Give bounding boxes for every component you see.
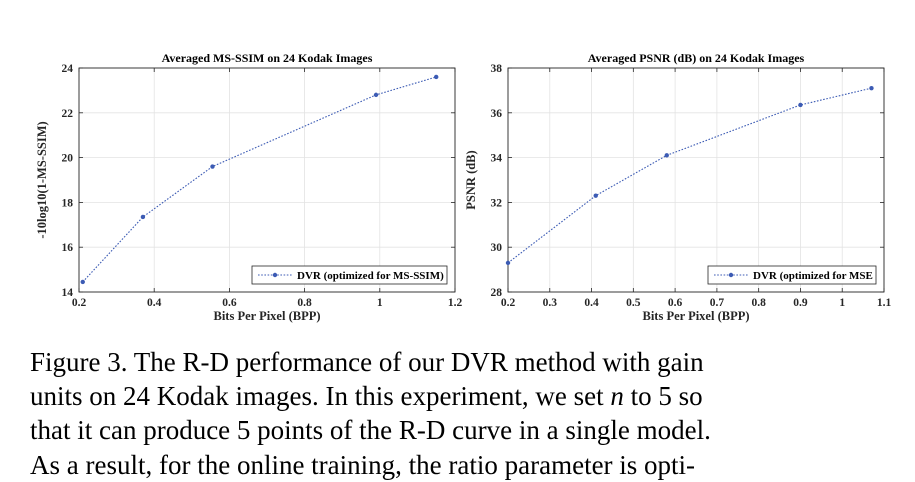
x-tick-label: 1 (377, 297, 383, 309)
y-axis-label: -10log10(1-MS-SSIM) (35, 121, 49, 238)
chart-1: 0.2 0.4 0.6 0.8 1 1.2 14 16 18 20 22 24 Averaged MS-… (35, 51, 462, 323)
y-tick-label: 24 (62, 63, 74, 75)
data-point (140, 214, 146, 220)
x-tick-label: 0.6 (668, 297, 683, 309)
legend-marker (728, 272, 734, 278)
y-tick-label: 38 (491, 63, 503, 75)
y-axis-label: PSNR (dB) (464, 150, 478, 209)
body-text-cut-off: As a result, for the online training, th… (30, 450, 696, 480)
y-tick-label: 22 (62, 108, 74, 120)
caption-line-1: Figure 3. The R-D performance of our DVR… (30, 347, 704, 377)
chart-title: Averaged MS-SSIM on 24 Kodak Images (162, 51, 373, 65)
x-tick-label: 0.7 (710, 297, 725, 309)
data-point (373, 92, 379, 98)
x-tick-label: 0.4 (147, 297, 162, 309)
data-point (593, 193, 598, 198)
x-tick-label: 0.3 (543, 297, 558, 309)
data-point (798, 102, 803, 108)
caption-variable: n (610, 381, 624, 411)
y-tick-label: 28 (491, 287, 503, 299)
y-tick-label: 30 (491, 242, 503, 254)
series-line (82, 76, 437, 283)
y-tick-label: 14 (62, 287, 74, 299)
x-tick-label: 0.4 (584, 297, 599, 309)
x-axis-label: Bits Per Pixel (BPP) (642, 309, 749, 323)
caption-line-2-end: to 5 so (623, 381, 703, 411)
x-tick-label: 1 (839, 297, 845, 309)
figure-caption: Figure 3. The R-D performance of our DVR… (30, 345, 900, 447)
y-tick-label: 34 (491, 153, 503, 165)
x-tick-label: 0.2 (72, 297, 87, 309)
caption-line-3: that it can produce 5 points of the R-D … (30, 415, 711, 445)
axes-box (78, 67, 456, 293)
legend-label: DVR (optimized for MSE (753, 270, 873, 282)
x-axis-label: Bits Per Pixel (BPP) (213, 309, 320, 323)
legend-box (251, 265, 448, 285)
x-tick-label: 0.8 (297, 297, 312, 309)
y-tick-label: 20 (62, 153, 74, 165)
data-point (434, 74, 439, 80)
legend-label: DVR (optimized for MS-SSIM) (297, 270, 444, 282)
legend-box (707, 265, 877, 285)
figure-charts: 0.2 0.4 0.6 0.8 1 1.2 14 16 18 20 22 24 Averaged MS-… (35, 51, 891, 323)
x-tick-label: 1.2 (448, 297, 463, 309)
x-tick-label: 0.2 (501, 297, 516, 309)
data-point (80, 279, 85, 285)
chart-2: 0.2 0.3 0.4 0.5 0.6 0.7 0.8 0.9 1 1.1 28 30 32 34 36 38… (464, 51, 891, 323)
caption-line-2-start: units on 24 Kodak images. In this experi… (30, 381, 611, 411)
data-point (869, 85, 874, 91)
plot-area (79, 68, 455, 292)
y-tick-label: 36 (491, 108, 503, 120)
chart-title: Averaged PSNR (dB) on 24 Kodak Images (588, 51, 805, 65)
x-tick-label: 0.5 (626, 297, 641, 309)
legend-marker (272, 272, 278, 278)
x-tick-label: 0.6 (222, 297, 237, 309)
x-tick-label: 1.1 (877, 297, 892, 309)
axes-box (507, 67, 885, 293)
y-tick-label: 16 (62, 242, 74, 254)
data-point (505, 260, 511, 266)
y-tick-label: 18 (62, 197, 74, 209)
y-tick-label: 32 (491, 197, 503, 209)
data-point (210, 164, 215, 169)
data-point (664, 153, 669, 158)
x-tick-label: 0.8 (751, 297, 766, 309)
caption-line-2: units on 24 Kodak images. In this experi… (30, 379, 900, 413)
plot-area (508, 68, 884, 292)
x-tick-label: 0.9 (793, 297, 808, 309)
